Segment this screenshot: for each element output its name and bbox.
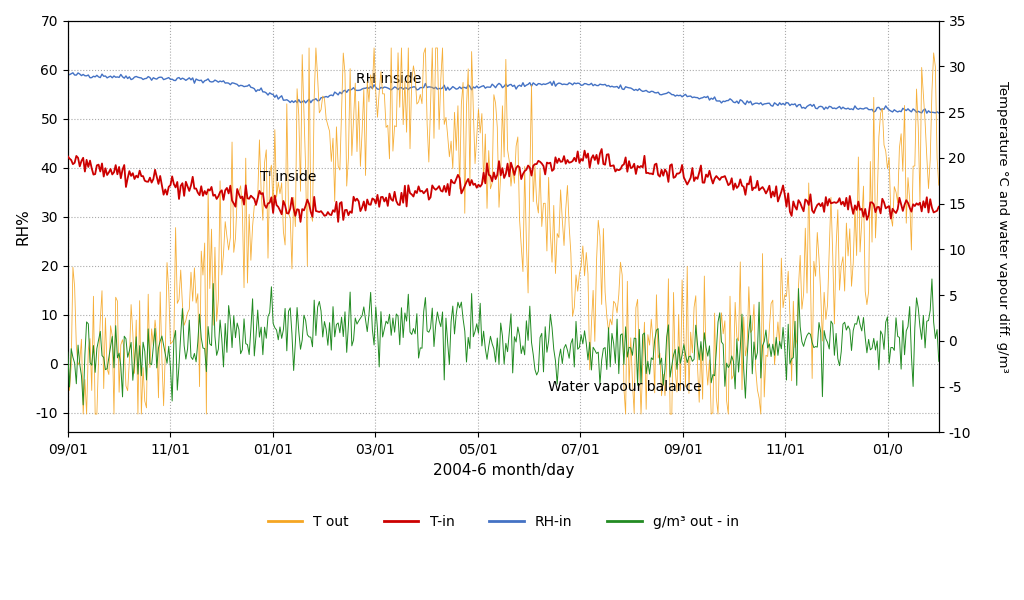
Y-axis label: RH%: RH% xyxy=(15,208,30,245)
Text: RH inside: RH inside xyxy=(355,72,421,86)
Text: Water vapour balance: Water vapour balance xyxy=(548,380,701,394)
Y-axis label: Temperature °C and water vapour diff. g/m³: Temperature °C and water vapour diff. g/… xyxy=(996,80,1009,373)
Legend: T out, T-in, RH-in, g/m³ out - in: T out, T-in, RH-in, g/m³ out - in xyxy=(262,509,744,535)
X-axis label: 2004-6 month/day: 2004-6 month/day xyxy=(432,463,574,478)
Text: Tᴵ inside: Tᴵ inside xyxy=(260,170,316,184)
